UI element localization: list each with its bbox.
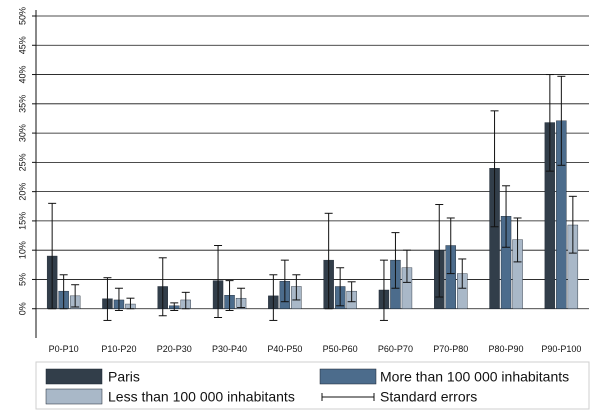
error-bar [48,202,57,310]
error-bar [280,259,289,303]
y-axis: 0% 5% 10% 15% 20% 25% 30% 35% 40% 45% 50% [17,7,37,338]
error-bar [435,204,444,298]
error-bar [158,257,167,317]
x-tick-label: P30-P40 [212,344,247,354]
error-bar [557,75,566,166]
error-bar [126,297,135,310]
error-bar [292,274,301,301]
error-bar [114,287,123,311]
x-tick-label: P20-P30 [157,344,192,354]
error-bar [181,291,190,310]
error-bar [59,274,68,310]
legend-errorbar-symbol [321,393,375,401]
error-bar [225,280,234,311]
error-bar [502,185,511,248]
legend-label-paris: Paris [108,369,140,385]
x-tick-label: P40-P50 [267,344,302,354]
error-bar [347,281,356,303]
error-bars [48,74,577,321]
error-bar [336,267,345,307]
legend-swatch-less-than-100000 [45,388,103,405]
error-bar [490,110,499,228]
legend-swatch-more-than-100000 [319,368,377,385]
gridlines [36,15,589,310]
legend: Paris More than 100 000 inhabitants Less… [35,361,590,410]
y-tick-label: 50% [17,7,27,25]
x-tick-label: P90-P100 [541,344,581,354]
error-bar [103,277,112,321]
legend-swatch-paris [45,368,103,385]
error-bar [379,259,388,321]
error-bar [269,274,278,321]
error-bar [446,217,455,275]
y-tick-label: 15% [17,212,27,230]
legend-box [35,361,590,410]
x-tick-label: P80-P90 [489,344,524,354]
y-tick-label: 40% [17,66,27,84]
x-tick-label: P50-P60 [323,344,358,354]
error-bar [71,284,80,308]
error-bar [170,302,179,311]
legend-label-less-than-100000: Less than 100 000 inhabitants [108,389,295,405]
y-tick-label: 0% [17,302,27,315]
y-tick-label: 20% [17,183,27,201]
legend-label-standard-errors: Standard errors [380,389,477,405]
error-bar [402,249,411,283]
y-tick-label: 45% [17,36,27,54]
error-bar [545,74,554,172]
x-tick-label: P70-P80 [433,344,468,354]
error-bar [458,258,467,289]
y-tick-label: 25% [17,153,27,171]
legend-label-more-than-100000: More than 100 000 inhabitants [380,369,569,385]
error-bar [568,195,577,254]
x-axis-labels: P0-P10 P10-P20 P20-P30 P30-P40 P40-P50 P50-P6… [49,344,582,354]
y-tick-label: 30% [17,124,27,142]
y-tick-label: 10% [17,241,27,259]
y-tick-label: 5% [17,273,27,286]
error-bar [513,217,522,263]
error-bar [391,232,400,289]
error-bar [324,212,333,310]
y-tick-label: 35% [17,95,27,113]
x-tick-label: P60-P70 [378,344,413,354]
x-tick-label: P10-P20 [101,344,136,354]
error-bar [214,244,223,319]
x-tick-label: P0-P10 [49,344,79,354]
error-bar [237,287,246,309]
